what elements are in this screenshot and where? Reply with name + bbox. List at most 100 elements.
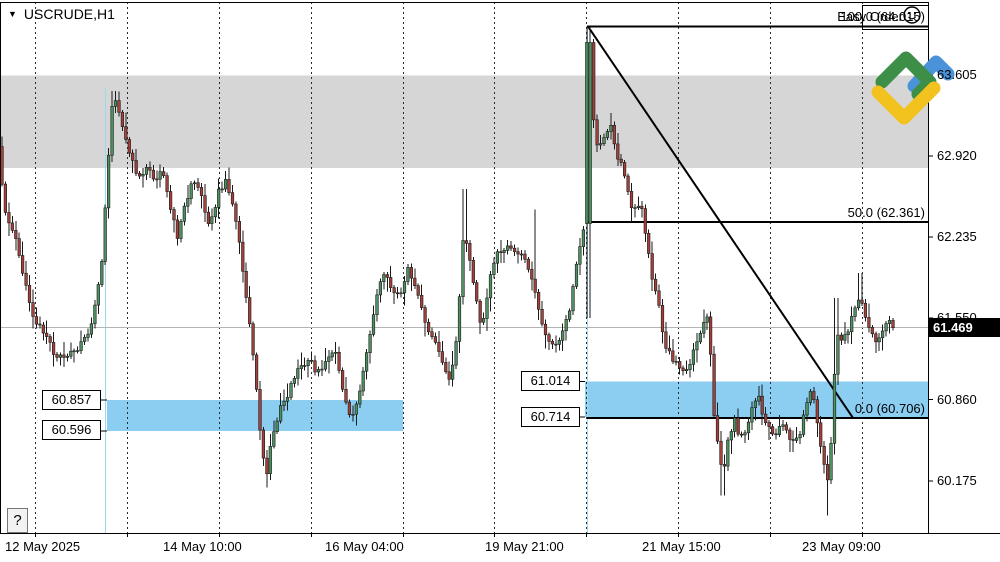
candle-body (193, 182, 197, 185)
candle-body (684, 369, 689, 372)
candle-body (502, 250, 506, 253)
candle-body (839, 334, 843, 341)
fib-level-label: 100.0 (64.015) (840, 9, 925, 25)
easy-order-box[interactable] (862, 5, 929, 30)
candle-body (124, 126, 128, 140)
candle-body (733, 417, 737, 432)
candle-body (585, 42, 589, 224)
candle-body (38, 323, 42, 326)
candle-body (220, 188, 224, 191)
candle-body (540, 308, 544, 325)
candle-body (148, 167, 152, 171)
candle-body (134, 160, 138, 174)
supply-zone (0, 75, 928, 168)
candle-body (440, 351, 444, 363)
candle-body (829, 443, 833, 481)
candle-body (447, 371, 451, 380)
candle-body (622, 162, 627, 177)
candle-body (162, 171, 166, 176)
candle-body (592, 42, 596, 121)
candle-body (492, 262, 496, 275)
candle-body (364, 352, 369, 372)
candle-body (702, 321, 706, 334)
chevron-down-icon: ▼ (8, 9, 17, 19)
candle-body (557, 340, 561, 345)
candle-body (206, 211, 211, 224)
candle-body (334, 351, 338, 354)
candle-body (481, 318, 486, 323)
candle-body (633, 207, 637, 209)
candle-body (526, 258, 530, 270)
candle-body (351, 413, 355, 416)
candle-body (616, 143, 620, 160)
candle-body (784, 424, 788, 431)
candle-body (100, 261, 104, 285)
help-button[interactable]: ? (7, 508, 28, 533)
candle-body (3, 183, 7, 213)
candle-body (884, 323, 888, 332)
candle-body (179, 221, 183, 239)
candle-body (278, 405, 283, 422)
candle-body (62, 354, 66, 358)
candle-body (856, 299, 861, 309)
candle-body (777, 426, 781, 435)
candle-body (653, 278, 658, 292)
candle-body (819, 422, 823, 447)
candle-body (536, 291, 541, 310)
candle-body (320, 368, 324, 371)
candle-body (399, 292, 403, 295)
candle-body (292, 377, 297, 384)
symbol-timeframe-label[interactable]: ▼ USCRUDE,H1 (8, 6, 115, 22)
candle-body (31, 302, 35, 317)
candle-body (846, 331, 850, 335)
candle-body (34, 316, 38, 325)
candle-body (27, 284, 32, 303)
candle-body (306, 359, 310, 366)
candle-body (832, 373, 837, 444)
candle-body (843, 334, 847, 341)
candle-body (210, 216, 214, 224)
candle-body (454, 341, 458, 366)
candle-body (764, 413, 768, 424)
candle-body (530, 269, 534, 280)
candle-body (296, 368, 300, 379)
candle-body (313, 360, 317, 373)
candle-body (605, 131, 609, 138)
candle-body (72, 350, 76, 353)
candle-body (213, 207, 217, 218)
candle-body (794, 437, 799, 441)
candle-body (437, 341, 441, 352)
candle-body (739, 433, 744, 436)
candle-body (516, 251, 520, 255)
candle-body (169, 191, 173, 210)
candle-body (674, 361, 678, 363)
easy-order-button[interactable]: Easy Order (837, 9, 903, 24)
price-axis-label: 62.235 (937, 229, 977, 245)
candle-body (715, 415, 720, 442)
candle-body (327, 356, 331, 362)
zone-price-label: 61.014 (521, 371, 580, 391)
candle-body (89, 323, 93, 335)
fib-level-label: 0.0 (60.706) (854, 400, 925, 416)
fib-level-label: 50.0 (62.361) (847, 205, 925, 221)
candle-body (863, 302, 867, 318)
candle-body (619, 158, 623, 163)
candle-body (255, 354, 259, 390)
candle-body (337, 351, 341, 371)
candle-body (880, 330, 885, 339)
candle-body (430, 331, 434, 337)
candle-body (289, 383, 293, 398)
candle-body (237, 221, 242, 243)
candle-body (750, 407, 754, 423)
candle-body (433, 336, 438, 343)
candle-body (815, 399, 819, 424)
candle-body (788, 429, 792, 440)
candle-body (695, 341, 699, 351)
candle-body (543, 323, 548, 336)
candle-body (660, 305, 665, 333)
candle-body (117, 100, 121, 113)
candle-body (189, 183, 193, 199)
smiley-icon[interactable] (902, 5, 922, 25)
candle-body (261, 429, 266, 459)
